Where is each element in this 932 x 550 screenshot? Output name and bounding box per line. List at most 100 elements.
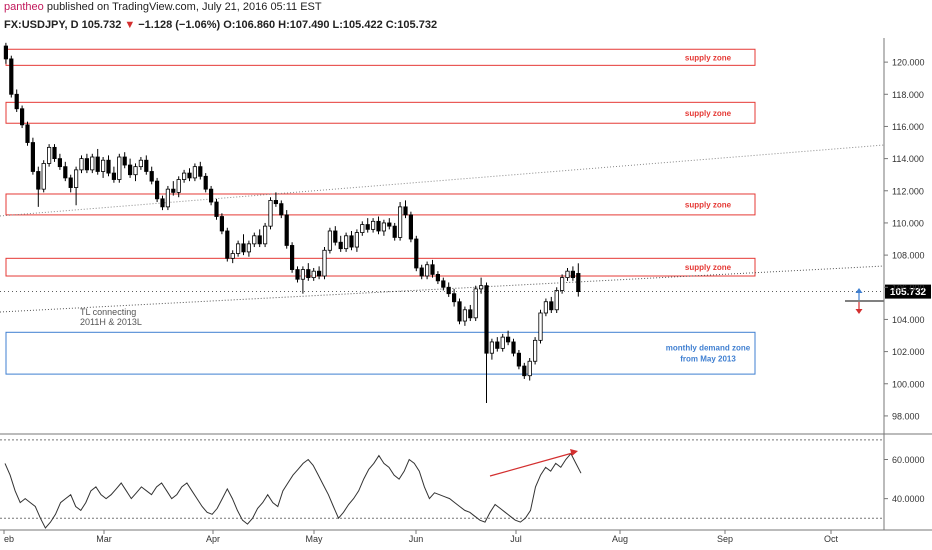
author-name[interactable]: pantheo xyxy=(4,1,44,13)
candle-2[interactable] xyxy=(9,58,14,95)
candle-11[interactable] xyxy=(57,158,63,168)
candle-7[interactable] xyxy=(36,171,41,190)
candle-78[interactable] xyxy=(419,267,424,277)
upper-trendline[interactable] xyxy=(0,144,885,217)
candle-52[interactable] xyxy=(279,203,284,216)
candle-76[interactable] xyxy=(408,214,414,240)
candle-62[interactable] xyxy=(333,230,338,243)
candle-27[interactable] xyxy=(144,159,149,172)
candle-66[interactable] xyxy=(354,232,360,248)
candle-54[interactable] xyxy=(289,245,295,270)
candle-17[interactable] xyxy=(90,156,95,171)
candle-29[interactable] xyxy=(154,180,160,200)
candle-18[interactable] xyxy=(95,156,100,172)
candle-4[interactable] xyxy=(19,108,25,126)
candle-38[interactable] xyxy=(203,175,208,190)
candle-47[interactable] xyxy=(252,235,257,245)
lower-trendline[interactable] xyxy=(0,265,885,313)
candle-6[interactable] xyxy=(30,142,36,172)
candle-19[interactable] xyxy=(101,159,106,172)
candle-15[interactable] xyxy=(79,158,84,171)
candle-72[interactable] xyxy=(387,222,392,227)
candle-71[interactable] xyxy=(381,222,387,232)
candle-16[interactable] xyxy=(84,158,89,171)
candle-35[interactable] xyxy=(187,172,192,179)
candle-93[interactable] xyxy=(500,336,505,349)
candle-43[interactable] xyxy=(230,253,235,259)
candle-20[interactable] xyxy=(106,159,111,174)
candle-8[interactable] xyxy=(41,163,46,190)
candle-14[interactable] xyxy=(74,169,79,188)
candle-79[interactable] xyxy=(424,264,430,277)
candle-105[interactable] xyxy=(565,270,570,279)
candle-56[interactable] xyxy=(300,269,306,280)
candle-64[interactable] xyxy=(343,235,349,250)
candle-37[interactable] xyxy=(198,166,203,177)
candle-51[interactable] xyxy=(273,200,279,205)
candle-102[interactable] xyxy=(549,301,554,311)
candle-80[interactable] xyxy=(430,264,435,275)
candle-46[interactable] xyxy=(246,243,251,253)
candle-58[interactable] xyxy=(311,270,316,279)
candle-48[interactable] xyxy=(257,235,262,245)
candle-91[interactable] xyxy=(489,341,495,354)
candle-96[interactable] xyxy=(516,352,522,367)
candle-63[interactable] xyxy=(338,241,343,250)
candle-81[interactable] xyxy=(435,273,441,282)
candle-60[interactable] xyxy=(322,249,327,277)
zone-box-supply-1[interactable] xyxy=(5,101,756,124)
candle-74[interactable] xyxy=(397,206,403,238)
candle-68[interactable] xyxy=(365,224,370,230)
long-short-tool[interactable] xyxy=(845,288,884,314)
price-axis[interactable]: 120.000 118.000 116.000 114.000 112.000 110.0… xyxy=(884,58,925,422)
zone-box-demand-4[interactable] xyxy=(5,331,756,375)
candle-10[interactable] xyxy=(52,146,57,160)
candle-101[interactable] xyxy=(543,301,549,314)
candle-26[interactable] xyxy=(138,159,143,168)
candle-65[interactable] xyxy=(349,235,354,248)
candle-45[interactable] xyxy=(241,243,246,253)
candle-104[interactable] xyxy=(560,277,565,291)
candle-99[interactable] xyxy=(533,339,538,362)
candle-57[interactable] xyxy=(306,269,311,279)
candle-36[interactable] xyxy=(192,166,197,179)
candle-39[interactable] xyxy=(208,188,214,203)
candle-34[interactable] xyxy=(181,172,187,180)
candle-1[interactable] xyxy=(3,45,8,60)
time-axis[interactable]: eb Mar Apr May Jun Jul Aug Sep Oct xyxy=(3,530,838,544)
candle-90[interactable] xyxy=(484,285,489,354)
candle-75[interactable] xyxy=(403,206,408,216)
candle-12[interactable] xyxy=(63,166,68,179)
candle-83[interactable] xyxy=(446,286,451,295)
zone-box-supply-2[interactable] xyxy=(5,193,756,216)
candle-70[interactable] xyxy=(376,220,381,232)
candle-92[interactable] xyxy=(495,341,500,349)
candle-3[interactable] xyxy=(14,93,19,110)
candle-22[interactable] xyxy=(117,156,122,180)
candle-82[interactable] xyxy=(441,280,446,288)
candle-107[interactable] xyxy=(576,273,581,293)
candle-53[interactable] xyxy=(284,214,289,246)
zone-box-supply-3[interactable] xyxy=(5,257,756,277)
candle-9[interactable] xyxy=(47,146,52,164)
candle-40[interactable] xyxy=(214,201,219,217)
candle-23[interactable] xyxy=(122,156,127,166)
candle-28[interactable] xyxy=(149,171,154,182)
candle-41[interactable] xyxy=(219,216,224,232)
candle-94[interactable] xyxy=(505,336,511,343)
candle-42[interactable] xyxy=(225,230,230,259)
candle-44[interactable] xyxy=(235,243,241,254)
candle-100[interactable] xyxy=(538,312,543,341)
candle-31[interactable] xyxy=(165,188,170,208)
zone-box-supply-0[interactable] xyxy=(5,48,756,66)
candle-69[interactable] xyxy=(370,220,376,230)
candle-97[interactable] xyxy=(522,365,527,377)
candle-24[interactable] xyxy=(127,164,133,176)
candle-49[interactable] xyxy=(262,225,268,245)
candle-67[interactable] xyxy=(360,224,365,233)
candle-86[interactable] xyxy=(462,309,468,322)
candle-61[interactable] xyxy=(327,230,333,251)
candle-106[interactable] xyxy=(570,270,576,279)
rsi-pane[interactable]: 60.0000 40.0000 xyxy=(0,439,925,529)
